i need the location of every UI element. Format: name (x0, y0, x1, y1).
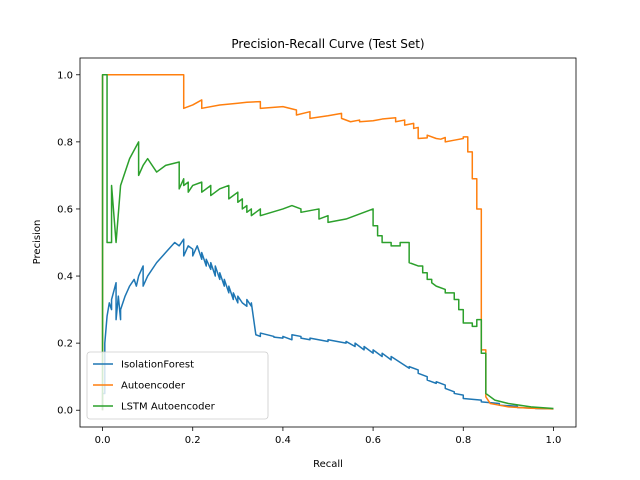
legend-label: LSTM Autoencoder (121, 402, 216, 413)
legend-label: Autoencoder (121, 381, 186, 392)
series-line-2 (101, 74, 554, 411)
axes-frame (79, 57, 577, 428)
x-tick-label: 0.4 (275, 435, 291, 446)
x-tick-label: 0.0 (95, 435, 111, 446)
y-tick-label: 0.4 (57, 272, 73, 283)
chart-title: Precision-Recall Curve (Test Set) (231, 37, 424, 51)
x-axis-ticks: 0.0 0.2 0.4 0.6 0.8 1.0 (95, 427, 562, 446)
x-tick-label: 0.8 (455, 435, 471, 446)
legend-label: IsolationForest (121, 360, 194, 371)
x-tick-label: 0.2 (185, 435, 201, 446)
y-axis-ticks: 0.0 0.2 0.4 0.6 0.8 1.0 (57, 70, 80, 417)
y-tick-label: 1.0 (57, 70, 73, 81)
x-tick-label: 1.0 (546, 435, 562, 446)
legend: IsolationForest Autoencoder LSTM Autoencod… (86, 351, 269, 420)
series-line-1 (101, 74, 554, 411)
y-tick-label: 0.2 (57, 339, 73, 350)
x-axis-label: Recall (313, 459, 343, 470)
y-axis-label: Precision (32, 220, 43, 265)
legend-box (86, 351, 269, 420)
plot-area (79, 57, 577, 428)
series-line-0 (101, 238, 554, 411)
y-tick-label: 0.8 (57, 137, 73, 148)
x-tick-label: 0.6 (365, 435, 381, 446)
y-tick-label: 0.6 (57, 204, 73, 215)
series-layer (101, 74, 554, 411)
y-tick-label: 0.0 (57, 406, 73, 417)
